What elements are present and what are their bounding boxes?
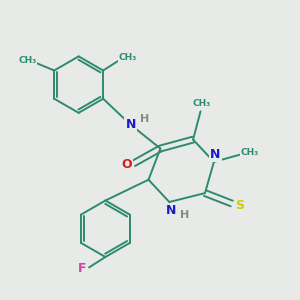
Text: N: N (210, 148, 220, 161)
Text: H: H (180, 210, 189, 220)
Text: N: N (166, 204, 176, 217)
Text: H: H (140, 114, 150, 124)
Text: CH₃: CH₃ (119, 53, 137, 62)
Text: CH₃: CH₃ (18, 56, 37, 65)
Text: CH₃: CH₃ (192, 99, 211, 108)
Text: N: N (125, 118, 136, 131)
Text: CH₃: CH₃ (240, 148, 259, 158)
Text: F: F (77, 262, 86, 275)
Text: O: O (122, 158, 132, 171)
Text: S: S (236, 200, 244, 212)
